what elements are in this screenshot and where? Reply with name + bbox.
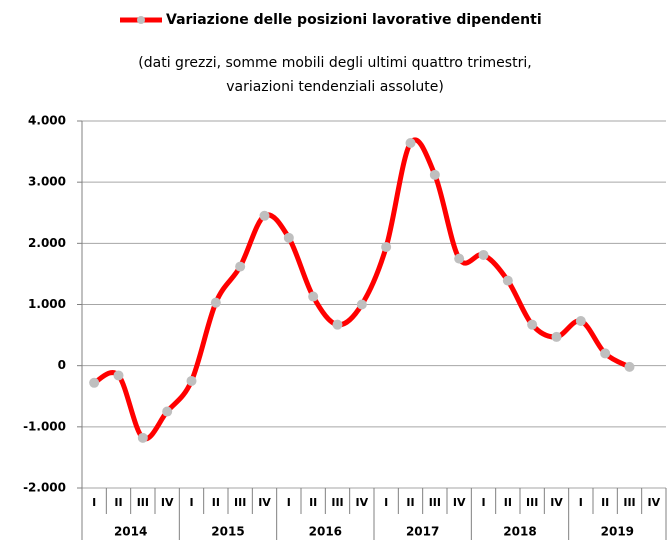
data-point [162, 406, 173, 417]
x-tick-label: IV [161, 496, 174, 509]
data-point [429, 169, 440, 180]
data-point [308, 291, 319, 302]
x-tick-label: III [623, 496, 635, 509]
x-tick-label: II [309, 496, 317, 509]
y-tick-label: 2.000 [28, 236, 66, 250]
x-group-label: 2018 [503, 525, 536, 539]
data-point [454, 253, 465, 264]
x-tick-label: II [212, 496, 220, 509]
data-point [575, 316, 586, 327]
data-point [210, 297, 221, 308]
x-tick-label: III [234, 496, 246, 509]
series-line [92, 137, 631, 442]
x-tick-label: III [429, 496, 441, 509]
data-point [356, 299, 367, 310]
x-group-label: 2014 [114, 525, 147, 539]
x-tick-label: IV [356, 496, 369, 509]
y-tick-label: 4.000 [28, 114, 66, 128]
data-point [259, 210, 270, 221]
x-tick-label: II [114, 496, 122, 509]
x-tick-label: IV [258, 496, 271, 509]
subtitle: (dati grezzi, somme mobili degli ultimi … [138, 55, 531, 71]
x-tick-label: II [504, 496, 512, 509]
y-tick-label: 3.000 [28, 175, 66, 189]
data-point [186, 375, 197, 386]
data-point [551, 331, 562, 342]
x-tick-label: III [526, 496, 538, 509]
x-tick-label: III [137, 496, 149, 509]
x-tick-label: III [331, 496, 343, 509]
y-tick-label: 1.000 [28, 297, 66, 311]
x-tick-label: I [92, 496, 96, 509]
data-point [113, 370, 124, 381]
x-group-label: 2019 [601, 525, 634, 539]
x-tick-label: I [189, 496, 193, 509]
chart-title: Variazione delle posizioni lavorative di… [166, 12, 542, 28]
data-point [405, 138, 416, 149]
data-point [89, 377, 100, 388]
x-tick-label: IV [453, 496, 466, 509]
data-point [600, 348, 611, 359]
x-tick-label: IV [648, 496, 661, 509]
x-tick-label: IV [550, 496, 563, 509]
data-point [527, 319, 538, 330]
data-point [235, 261, 246, 272]
data-point [137, 432, 148, 443]
x-group-label: 2017 [406, 525, 439, 539]
x-tick-label: I [481, 496, 485, 509]
y-tick-label: -1.000 [23, 419, 66, 433]
y-tick-label: -2.000 [23, 481, 66, 495]
legend-marker [137, 16, 145, 24]
y-tick-label: 0 [58, 358, 66, 372]
x-group-label: 2016 [309, 525, 342, 539]
data-point [624, 361, 635, 372]
data-point [381, 242, 392, 253]
data-point [478, 249, 489, 260]
x-tick-label: II [601, 496, 609, 509]
data-point [502, 275, 513, 286]
x-group-label: 2015 [211, 525, 244, 539]
x-tick-label: I [384, 496, 388, 509]
x-tick-label: II [406, 496, 414, 509]
data-point [332, 319, 343, 330]
subtitle: variazioni tendenziali assolute) [226, 79, 444, 95]
x-tick-label: I [579, 496, 583, 509]
x-tick-label: I [287, 496, 291, 509]
data-point [283, 232, 294, 243]
